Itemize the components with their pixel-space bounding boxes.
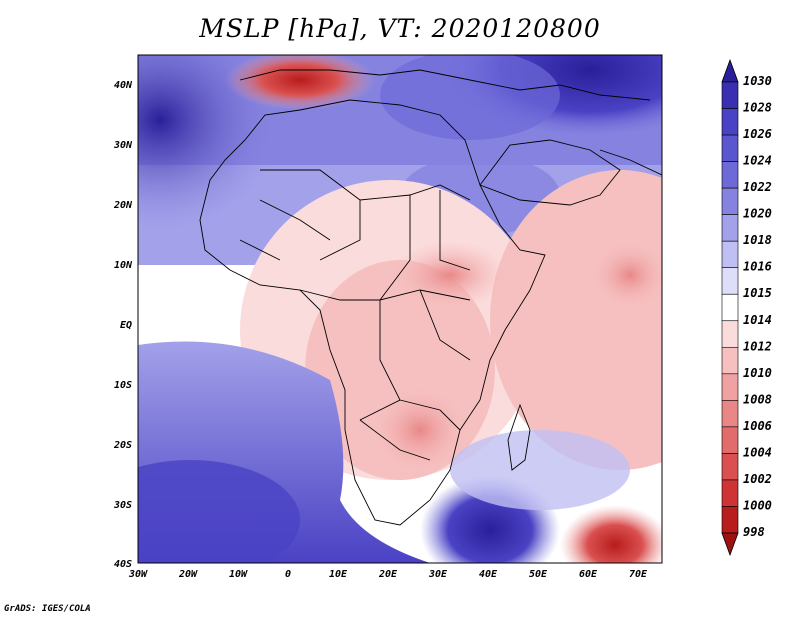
colorbar-level-label: 1024 xyxy=(743,154,772,168)
colorbar-level-label: 1026 xyxy=(743,127,772,141)
map-frame xyxy=(137,54,663,564)
colorbar-bin xyxy=(721,267,739,295)
colorbar-level-label: 1016 xyxy=(743,260,772,274)
colorbar-bin xyxy=(721,346,739,375)
lon-tick-label: 70E xyxy=(629,569,648,580)
colorbar-bin xyxy=(721,453,739,481)
colorbar-level-label: 1015 xyxy=(743,286,772,300)
lon-axis: 30W 20W 10W 0 10E 20E 30E 40E 50E 60E 70… xyxy=(128,569,648,580)
lon-tick-label: 60E xyxy=(579,569,598,580)
colorbar-level-label: 1020 xyxy=(743,207,772,221)
lon-tick-label: 30E xyxy=(428,569,448,580)
colorbar-level-label: 1028 xyxy=(743,101,772,115)
lat-tick-label: 20S xyxy=(113,440,132,451)
colorbar-bin xyxy=(721,293,739,322)
lon-tick-label: 20W xyxy=(178,569,198,580)
colorbar-bin xyxy=(721,108,739,136)
colorbar-bin xyxy=(721,240,739,269)
lat-tick-label: 40S xyxy=(114,559,132,570)
lat-tick-label: 40N xyxy=(114,80,133,91)
colorbar-bin xyxy=(721,134,739,162)
map-title: MSLP [hPa], VT: 2020120800 xyxy=(199,14,601,43)
lon-tick-label: 10W xyxy=(229,569,248,580)
colorbar: 1030 1028 1026 1024 1022 1020 1018 1016 1015 1014… xyxy=(721,58,772,557)
lat-tick-label: EQ xyxy=(120,320,132,331)
lat-tick-label: 30S xyxy=(113,500,132,511)
colorbar-level-label: 1018 xyxy=(743,233,772,247)
colorbar-bin xyxy=(721,81,739,109)
colorbar-bin xyxy=(721,320,739,348)
lon-tick-label: 10E xyxy=(329,569,348,580)
lat-tick-label: 10S xyxy=(114,380,132,391)
colorbar-level-label: 1010 xyxy=(743,366,772,380)
colorbar-level-label: 1012 xyxy=(743,339,772,353)
colorbar-min-triangle xyxy=(721,532,739,557)
colorbar-bin xyxy=(721,506,739,534)
credit-text: GrADS: IGES/COLA xyxy=(4,604,91,614)
colorbar-bin xyxy=(721,373,739,401)
colorbar-level-label: 1000 xyxy=(743,498,772,512)
lon-tick-label: 0 xyxy=(285,569,291,580)
colorbar-level-label: 1004 xyxy=(743,445,772,459)
lon-tick-label: 30W xyxy=(128,569,148,580)
colorbar-bin xyxy=(721,400,739,428)
lon-tick-label: 20E xyxy=(378,569,398,580)
lat-tick-label: 20N xyxy=(113,200,133,211)
lon-tick-label: 50E xyxy=(529,569,548,580)
colorbar-bin xyxy=(721,479,739,507)
colorbar-level-label: 1014 xyxy=(743,313,772,327)
lat-tick-label: 10N xyxy=(114,260,133,271)
lat-axis: 40N 30N 20N 10N EQ 10S 20S 30S 40S xyxy=(113,80,133,570)
colorbar-level-label: 1002 xyxy=(743,472,772,486)
pressure-field xyxy=(138,55,662,563)
lon-tick-label: 40E xyxy=(479,569,498,580)
colorbar-bin xyxy=(721,426,739,454)
colorbar-bin xyxy=(721,214,739,242)
coastlines xyxy=(199,69,662,526)
colorbar-level-label: 1006 xyxy=(743,419,772,433)
colorbar-bin xyxy=(721,161,739,189)
colorbar-level-label: 1008 xyxy=(743,392,772,406)
colorbar-max-triangle xyxy=(721,58,739,83)
lat-tick-label: 30N xyxy=(113,140,133,151)
colorbar-bin xyxy=(721,187,739,215)
colorbar-level-label: 998 xyxy=(743,525,765,539)
colorbar-level-label: 1030 xyxy=(743,74,772,88)
colorbar-level-label: 1022 xyxy=(743,180,772,194)
